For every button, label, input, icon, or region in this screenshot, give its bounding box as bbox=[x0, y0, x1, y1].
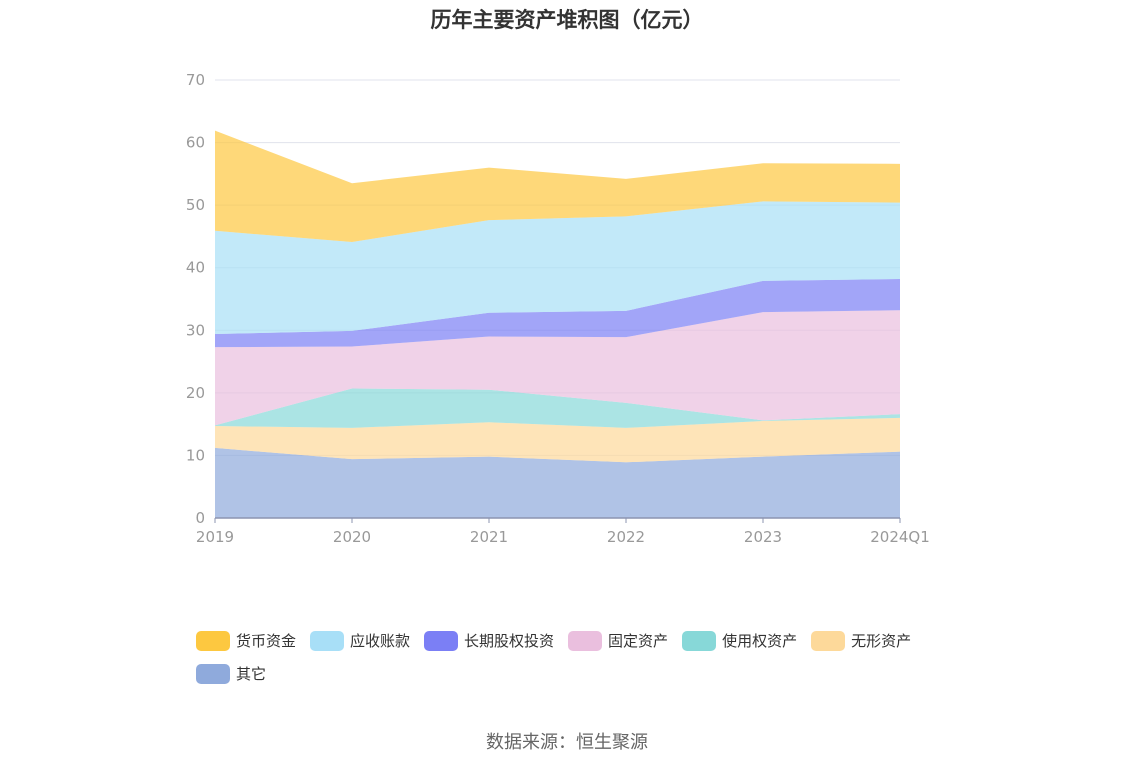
x-tick-label: 2022 bbox=[607, 528, 645, 546]
y-tick-label: 0 bbox=[195, 509, 205, 527]
legend-label: 无形资产 bbox=[851, 632, 912, 650]
legend-swatch bbox=[568, 630, 603, 651]
area-series-货币资金[interactable] bbox=[215, 130, 900, 243]
x-tick-label: 2023 bbox=[744, 528, 782, 546]
legend-item-应收账款[interactable]: 应收账款 bbox=[310, 630, 410, 651]
y-tick-label: 20 bbox=[186, 384, 205, 402]
x-tick-label: 2024Q1 bbox=[870, 528, 930, 546]
x-tick-label: 2020 bbox=[333, 528, 371, 546]
legend-label: 其它 bbox=[236, 665, 267, 683]
area-series-使用权资产[interactable] bbox=[215, 388, 900, 428]
legend-label: 长期股权投资 bbox=[464, 632, 555, 650]
legend-swatch bbox=[682, 630, 717, 651]
area-series-固定资产[interactable] bbox=[215, 310, 900, 426]
legend-item-其它[interactable]: 其它 bbox=[196, 663, 266, 684]
legend-label: 固定资产 bbox=[608, 632, 669, 650]
area-series-其它[interactable] bbox=[215, 447, 900, 518]
y-tick-label: 10 bbox=[186, 446, 205, 464]
x-tick-label: 2021 bbox=[470, 528, 508, 546]
y-tick-label: 70 bbox=[186, 71, 205, 89]
y-tick-label: 30 bbox=[186, 321, 205, 339]
legend-item-长期股权投资[interactable]: 长期股权投资 bbox=[424, 630, 554, 651]
chart-title: 历年主要资产堆积图（亿元） bbox=[430, 8, 704, 32]
legend-label: 应收账款 bbox=[350, 632, 411, 650]
legend-swatch bbox=[196, 630, 230, 651]
legend-item-固定资产[interactable]: 固定资产 bbox=[568, 630, 668, 651]
area-series-无形资产[interactable] bbox=[215, 417, 900, 463]
legend-item-无形资产[interactable]: 无形资产 bbox=[811, 630, 911, 651]
y-tick-label: 50 bbox=[186, 196, 205, 214]
y-tick-label: 60 bbox=[186, 134, 205, 152]
x-tick-label: 2019 bbox=[196, 528, 234, 546]
legend-item-使用权资产[interactable]: 使用权资产 bbox=[682, 630, 797, 651]
legend-swatch bbox=[196, 663, 230, 684]
legend-label: 货币资金 bbox=[236, 632, 297, 650]
y-tick-label: 40 bbox=[186, 259, 205, 277]
legend-swatch bbox=[424, 630, 459, 651]
area-series-应收账款[interactable] bbox=[215, 201, 900, 335]
legend-swatch bbox=[310, 630, 345, 651]
area-series-长期股权投资[interactable] bbox=[215, 278, 900, 348]
legend-swatch bbox=[811, 630, 846, 651]
chart-legend: 货币资金 应收账款 长期股权投资 固定资产 使用权资产 无形资产其它 bbox=[196, 630, 956, 684]
legend-item-货币资金[interactable]: 货币资金 bbox=[196, 630, 296, 651]
legend-label: 使用权资产 bbox=[722, 632, 798, 650]
data-source: 数据来源：恒生聚源 bbox=[486, 732, 648, 753]
